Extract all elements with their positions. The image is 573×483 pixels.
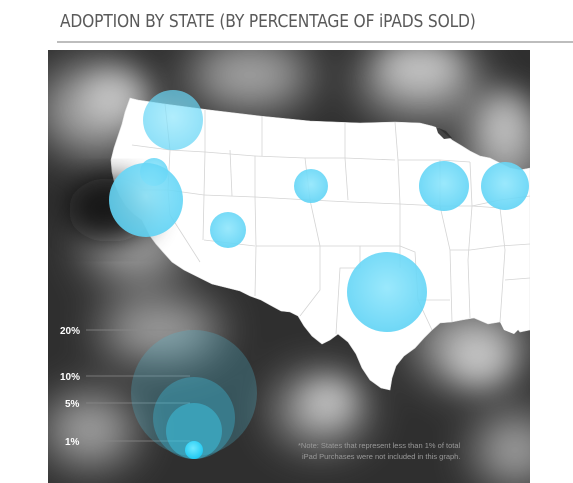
marker-colorado xyxy=(294,169,328,203)
state-borders xyxy=(131,103,530,335)
legend-circle-10 xyxy=(153,377,235,459)
legend-circle-5 xyxy=(166,403,222,459)
us-landmass-gulf xyxy=(500,320,520,334)
great-lakes xyxy=(436,127,452,139)
marker-michigan xyxy=(481,162,529,210)
legend-circle-1 xyxy=(185,441,203,459)
marker-arizona xyxy=(210,212,246,248)
footnote-line-1: *Note: States that represent less than 1… xyxy=(298,441,461,450)
marker-washington-oregon xyxy=(143,90,203,150)
legend-label-1: 1% xyxy=(65,437,80,448)
page-title: ADOPTION BY STATE (BY PERCENTAGE OF iPAD… xyxy=(60,11,476,32)
title-underline xyxy=(57,41,573,43)
legend-lines xyxy=(86,329,190,442)
legend-labels: 20% 10% 5% 1% xyxy=(60,326,80,448)
state-markers xyxy=(109,90,529,332)
legend-label-5: 5% xyxy=(65,399,80,410)
footnote: *Note: States that represent less than 1… xyxy=(298,440,508,462)
marker-texas xyxy=(347,252,427,332)
legend-label-20: 20% xyxy=(60,326,80,337)
legend-circle-20 xyxy=(131,330,257,456)
marker-minnesota-wisconsin xyxy=(419,161,469,211)
footnote-line-2: iPad Purchases were not included in this… xyxy=(302,452,461,461)
legend-circles xyxy=(131,330,257,459)
legend-label-10: 10% xyxy=(60,372,80,383)
marker-southern-california xyxy=(109,163,183,237)
